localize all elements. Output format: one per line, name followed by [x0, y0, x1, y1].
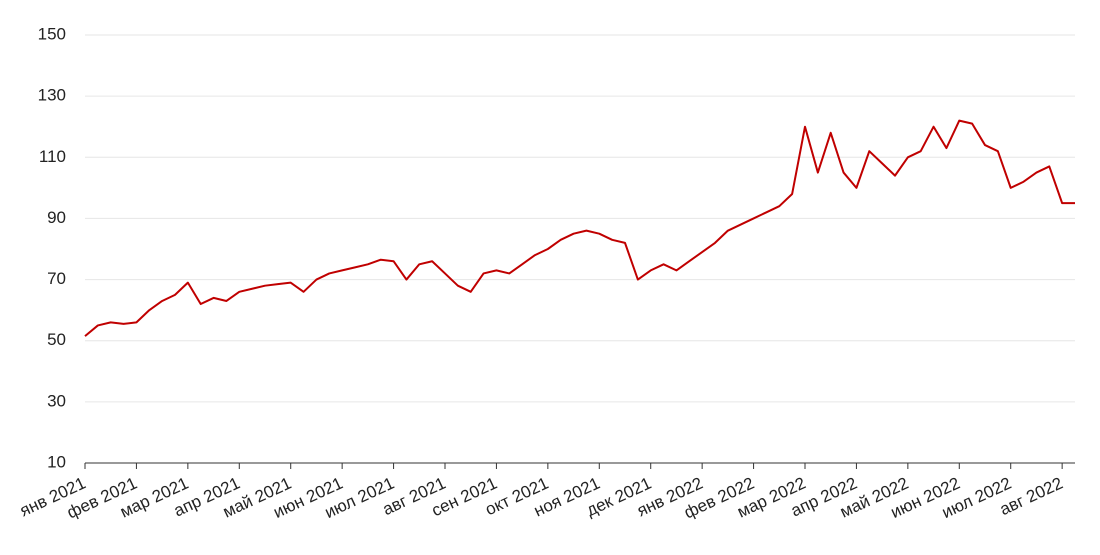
y-tick-label: 10: [47, 452, 66, 471]
data-line: [84, 119, 1075, 337]
y-tick-label: 110: [39, 147, 66, 166]
y-tick-label: 70: [47, 269, 66, 288]
y-tick-label: 90: [47, 208, 66, 227]
y-tick-label: 130: [38, 86, 66, 105]
y-tick-label: 30: [47, 391, 66, 410]
y-tick-label: 150: [38, 24, 66, 43]
y-tick-label: 50: [47, 330, 66, 349]
